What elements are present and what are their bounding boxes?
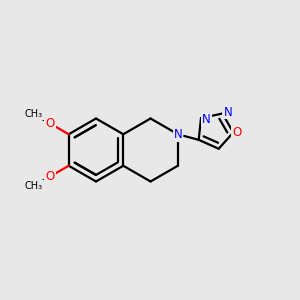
Text: N: N [202, 113, 211, 126]
Text: O: O [232, 126, 242, 139]
Text: O: O [45, 170, 55, 183]
Text: CH₃: CH₃ [25, 181, 43, 191]
Text: O: O [45, 117, 55, 130]
Text: CH₃: CH₃ [25, 109, 43, 119]
Text: N: N [173, 128, 182, 141]
Text: N: N [224, 106, 232, 118]
